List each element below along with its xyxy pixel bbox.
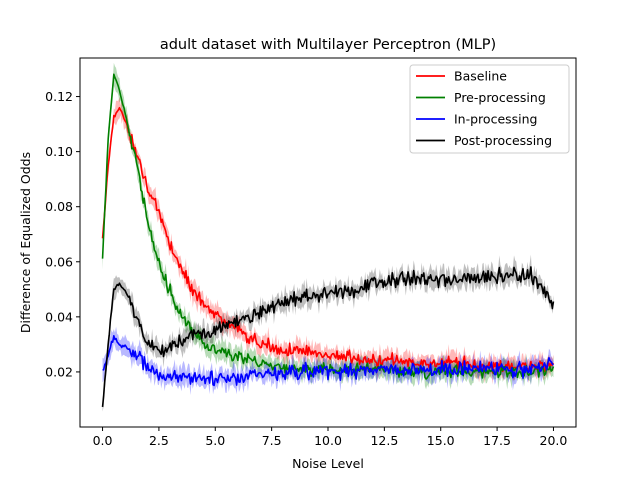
x-tick-label: 7.5	[262, 433, 282, 448]
y-axis-title: Difference of Equalized Odds	[18, 152, 33, 333]
legend-label: Baseline	[454, 69, 507, 84]
chart-title: adult dataset with Multilayer Perceptron…	[160, 37, 496, 53]
x-tick-label: 0.0	[93, 433, 113, 448]
legend-label: In-processing	[454, 112, 537, 127]
y-tick-label: 0.02	[45, 364, 73, 379]
series-line	[101, 106, 555, 374]
y-axis: 0.02 0.04 0.06 0.08 0.10 0.12	[45, 89, 80, 379]
x-axis-title: Noise Level	[292, 456, 364, 471]
series-lines	[101, 73, 555, 407]
x-tick-label: 10.0	[314, 433, 342, 448]
y-tick-label: 0.08	[45, 199, 73, 214]
x-axis: 0.0 2.5 5.0 7.5 10.0 12.5 15.0 17.5 20.0	[93, 427, 568, 448]
x-tick-label: 12.5	[370, 433, 398, 448]
x-tick-label: 15.0	[427, 433, 455, 448]
legend-label: Pre-processing	[454, 90, 546, 105]
x-tick-label: 5.0	[205, 433, 225, 448]
y-tick-label: 0.06	[45, 254, 73, 269]
x-tick-label: 20.0	[540, 433, 568, 448]
legend-label: Post-processing	[454, 133, 552, 148]
x-tick-label: 17.5	[483, 433, 511, 448]
x-tick-label: 2.5	[149, 433, 169, 448]
legend: Baseline Pre-processing In-processing Post-…	[409, 64, 570, 154]
legend-box	[409, 64, 570, 154]
y-tick-label: 0.04	[45, 309, 73, 324]
series-line	[101, 266, 555, 407]
y-tick-label: 0.10	[45, 144, 73, 159]
y-tick-label: 0.12	[45, 89, 73, 104]
series-line	[102, 335, 554, 387]
